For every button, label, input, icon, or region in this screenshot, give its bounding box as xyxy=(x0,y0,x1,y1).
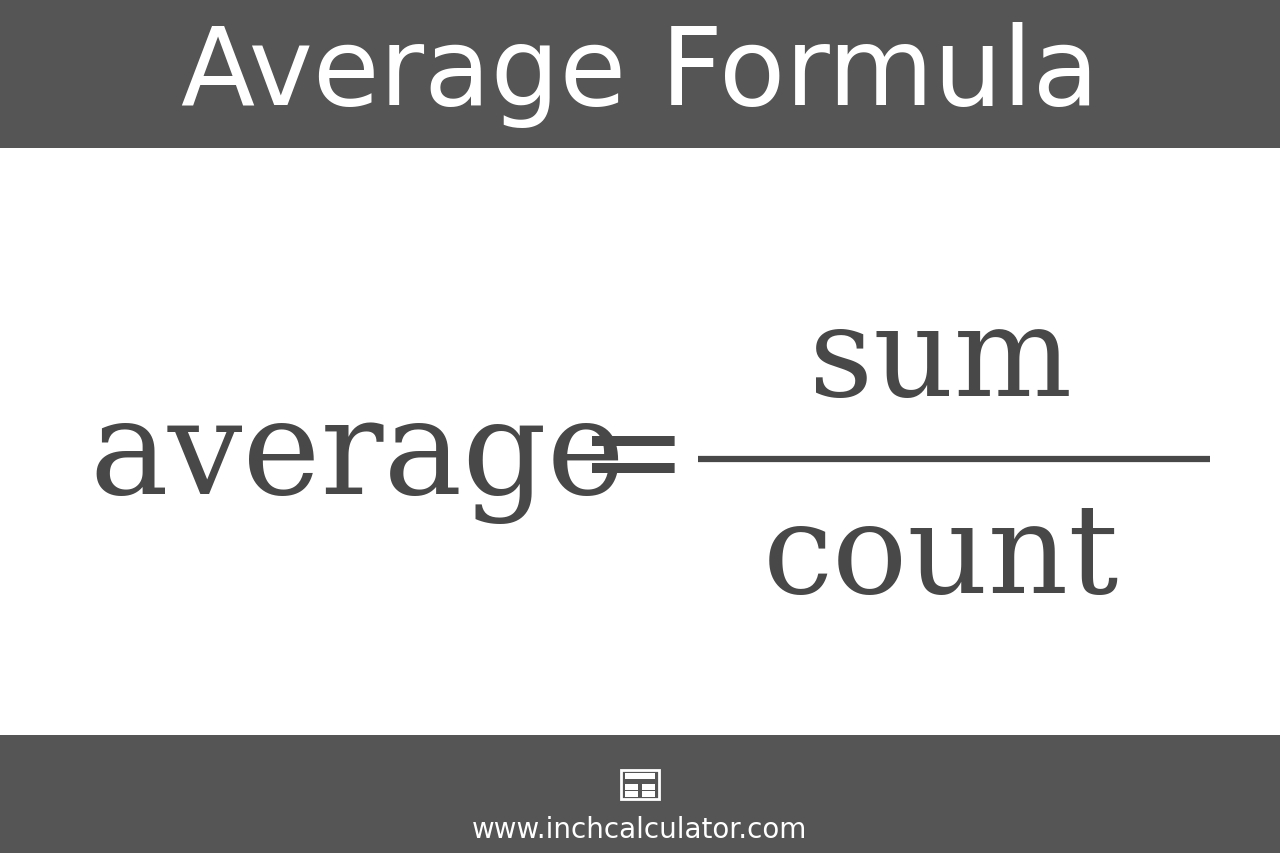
Bar xyxy=(643,784,654,790)
Bar xyxy=(626,774,654,779)
Text: average: average xyxy=(90,395,626,524)
Bar xyxy=(626,792,637,798)
Bar xyxy=(626,784,637,790)
Bar xyxy=(621,770,659,799)
Bar xyxy=(643,792,654,798)
FancyBboxPatch shape xyxy=(0,735,1280,853)
Text: sum: sum xyxy=(809,301,1073,421)
Text: count: count xyxy=(763,497,1119,618)
Text: www.inchcalculator.com: www.inchcalculator.com xyxy=(472,815,808,844)
Text: Average Formula: Average Formula xyxy=(180,21,1100,128)
Text: =: = xyxy=(579,395,689,524)
FancyBboxPatch shape xyxy=(0,0,1280,149)
